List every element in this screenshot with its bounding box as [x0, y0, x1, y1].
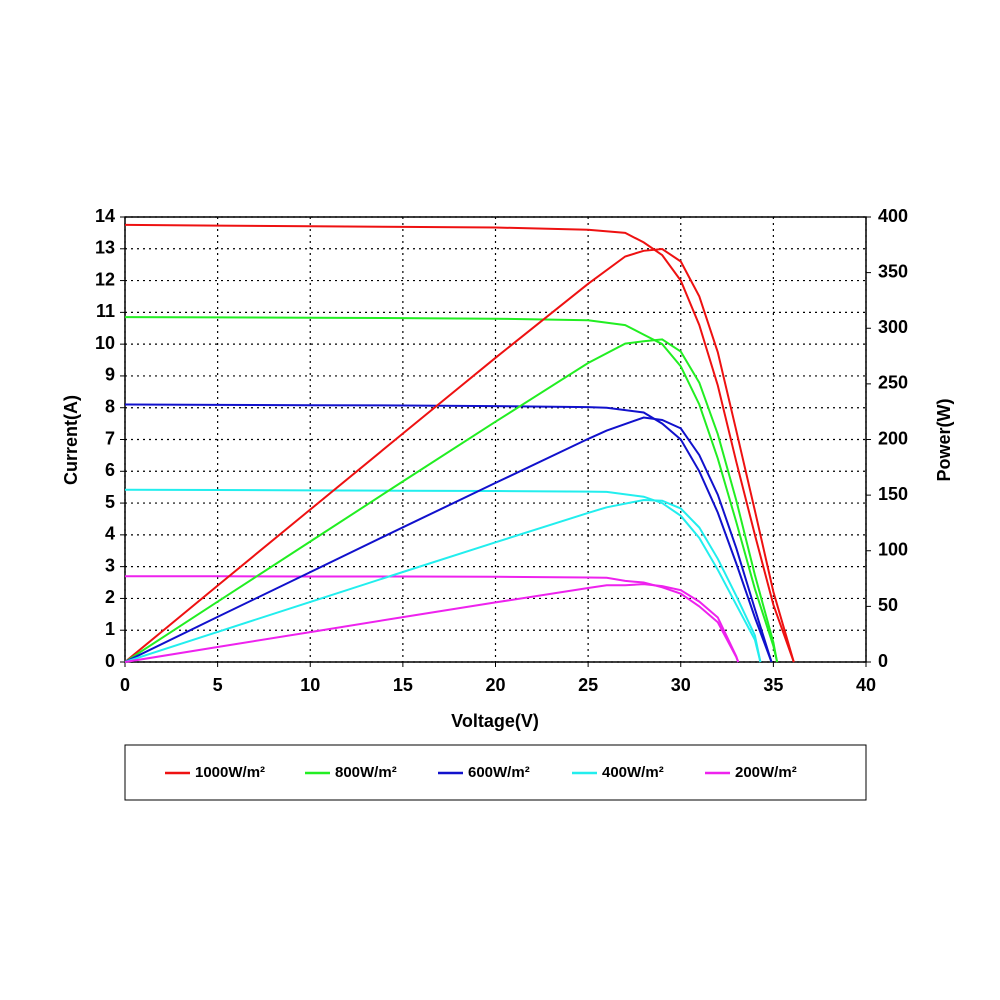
x-tick-label: 0 — [120, 675, 130, 695]
plot-frame — [124, 216, 867, 663]
line — [124, 247, 795, 663]
x-axis-title: Voltage(V) — [451, 711, 539, 731]
x-tick-label: 40 — [856, 675, 876, 695]
legend-box — [124, 744, 867, 801]
line — [124, 416, 773, 663]
line — [124, 488, 762, 663]
y-tick-label: 6 — [105, 460, 115, 480]
y-tick-label: 14 — [95, 206, 115, 226]
y-tick-label: 1 — [105, 619, 115, 639]
x-tick-label: 25 — [578, 675, 598, 695]
x-tick-label: 20 — [485, 675, 505, 695]
y-tick-label: 12 — [95, 269, 115, 289]
legend-label: 800W/m² — [335, 764, 397, 781]
y2-tick-label: 50 — [878, 595, 898, 615]
y-tick-label: 7 — [105, 428, 115, 448]
y-tick-label: 0 — [105, 651, 115, 671]
y-tick-label: 11 — [96, 301, 115, 321]
y2-tick-label: 350 — [878, 261, 908, 281]
legend-label: 1000W/m² — [195, 764, 265, 781]
line — [124, 498, 762, 663]
line — [124, 223, 795, 663]
line — [124, 583, 740, 663]
y-tick-label: 5 — [105, 492, 115, 512]
y-tick-label: 4 — [105, 524, 115, 544]
y-tick-label: 13 — [95, 238, 115, 258]
line — [124, 403, 773, 663]
y2-tick-label: 100 — [878, 540, 908, 560]
y-tick-label: 9 — [105, 365, 115, 385]
y-tick-label: 8 — [105, 396, 115, 416]
x-tick-label: 35 — [763, 675, 783, 695]
y-tick-label: 2 — [105, 587, 115, 607]
x-tick-label: 10 — [300, 675, 320, 695]
y2-tick-label: 150 — [878, 484, 908, 504]
line — [125, 575, 740, 663]
x-tick-label: 15 — [393, 675, 413, 695]
x-tick-label: 30 — [671, 675, 691, 695]
y2-tick-label: 250 — [878, 373, 908, 393]
x-tick-label: 5 — [213, 675, 223, 695]
y2-tick-label: 300 — [878, 317, 908, 337]
y-tick-label: 10 — [95, 333, 115, 353]
legend-label: 600W/m² — [468, 764, 530, 781]
y2-axis-title: Power(W) — [934, 398, 954, 481]
y2-tick-label: 400 — [878, 206, 908, 226]
line — [124, 338, 779, 663]
y-axis-title: Current(A) — [61, 395, 81, 485]
legend-label: 200W/m² — [735, 764, 797, 781]
y2-tick-label: 200 — [878, 428, 908, 448]
y-tick-label: 3 — [105, 555, 115, 575]
legend-label: 400W/m² — [602, 764, 664, 781]
y2-tick-label: 0 — [878, 651, 888, 671]
